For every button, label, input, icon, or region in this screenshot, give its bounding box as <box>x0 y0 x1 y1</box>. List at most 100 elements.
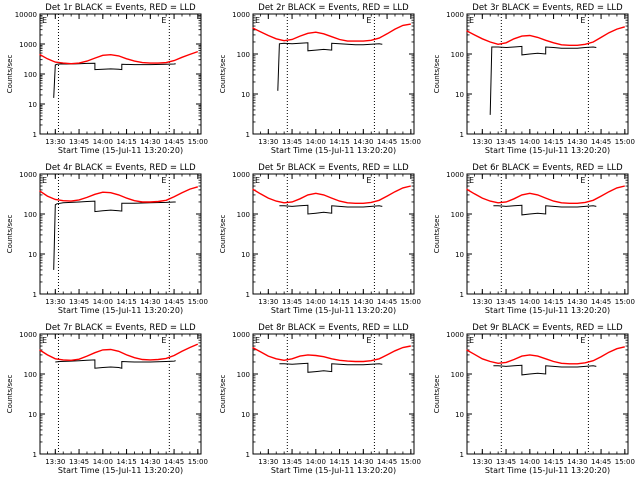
marker-e: E <box>255 16 260 25</box>
detector-panel-2: Det 2r BLACK = Events, RED = LLD 1 10 100 10… <box>219 3 421 155</box>
events-series-line <box>493 364 597 376</box>
marker-e: E <box>469 16 474 25</box>
x-tick-label: 14:45 <box>377 298 397 306</box>
panel-title: Det 9r BLACK = Events, RED = LLD <box>472 323 623 333</box>
y-tick-label: 1 <box>33 451 37 459</box>
detector-panel-4: Det 4r BLACK = Events, RED = LLD 1 10 100 10… <box>6 163 208 315</box>
events-series-line <box>55 359 176 369</box>
y-tick-label: 1000 <box>19 331 37 339</box>
plot-frame <box>39 333 202 455</box>
x-tick-label: 14:30 <box>140 458 160 466</box>
y-tick-label: 10 <box>241 411 250 419</box>
y-tick-label: 1 <box>33 291 37 299</box>
plot-frame <box>252 13 415 135</box>
x-tick-label: 14:15 <box>543 298 563 306</box>
x-tick-label: 14:15 <box>116 458 136 466</box>
x-axis-label: Start Time (15-Jul-11 13:20:20) <box>58 466 183 475</box>
marker-e: E <box>580 336 585 345</box>
x-axis-label: Start Time (15-Jul-11 13:20:20) <box>485 146 610 155</box>
x-tick-label: 14:00 <box>93 298 113 306</box>
y-tick-label: 1 <box>33 131 37 139</box>
plot-frame <box>39 173 202 295</box>
x-axis-label: Start Time (15-Jul-11 13:20:20) <box>58 146 183 155</box>
marker-e: E <box>161 176 166 185</box>
marker-e: E <box>366 16 371 25</box>
y-tick-label: 100 <box>451 371 464 379</box>
x-tick-label: 14:00 <box>306 298 326 306</box>
x-tick-label: 15:00 <box>615 138 635 146</box>
y-tick-label: 10 <box>455 411 464 419</box>
x-tick-label: 14:45 <box>377 458 397 466</box>
marker-e: E <box>580 16 585 25</box>
x-tick-label: 14:00 <box>306 138 326 146</box>
x-axis-label: Start Time (15-Jul-11 13:20:20) <box>58 306 183 315</box>
x-tick-label: 14:15 <box>329 458 349 466</box>
x-tick-label: 13:30 <box>45 298 65 306</box>
y-tick-label: 1000 <box>232 331 250 339</box>
x-tick-label: 14:30 <box>567 458 587 466</box>
y-axis-label: Counts/sec <box>433 55 441 94</box>
y-tick-label: 10 <box>241 91 250 99</box>
x-tick-label: 15:00 <box>401 458 421 466</box>
y-tick-label: 10000 <box>15 11 37 19</box>
y-tick-label: 10 <box>28 251 37 259</box>
x-tick-label: 14:00 <box>520 458 540 466</box>
y-tick-label: 10 <box>455 251 464 259</box>
x-axis-label: Start Time (15-Jul-11 13:20:20) <box>271 306 396 315</box>
detector-panel-1: Det 1r BLACK = Events, RED = LLD 1 10 100 10… <box>6 3 208 155</box>
y-tick-label: 100 <box>237 51 250 59</box>
panel-title: Det 3r BLACK = Events, RED = LLD <box>472 3 623 13</box>
y-tick-label: 1000 <box>19 171 37 179</box>
x-tick-label: 13:45 <box>69 298 89 306</box>
detector-panel-9: Det 9r BLACK = Events, RED = LLD 1 10 100 10… <box>433 323 635 475</box>
marker-e: E <box>366 176 371 185</box>
panel-title: Det 6r BLACK = Events, RED = LLD <box>472 163 623 173</box>
x-tick-label: 14:15 <box>543 458 563 466</box>
x-tick-label: 14:45 <box>164 298 184 306</box>
x-tick-label: 13:45 <box>69 458 89 466</box>
y-tick-label: 1 <box>246 131 250 139</box>
x-tick-label: 13:30 <box>45 458 65 466</box>
x-tick-label: 14:15 <box>329 298 349 306</box>
x-tick-label: 13:30 <box>472 138 492 146</box>
y-tick-label: 10 <box>455 91 464 99</box>
detector-panel-5: Det 5r BLACK = Events, RED = LLD 1 10 100 10… <box>219 163 421 315</box>
y-axis-label: Counts/sec <box>219 55 227 94</box>
detector-panel-7: Det 7r BLACK = Events, RED = LLD 1 10 100 10… <box>6 323 208 475</box>
y-axis-label: Counts/sec <box>433 215 441 254</box>
plot-frame <box>39 13 202 135</box>
x-tick-label: 14:15 <box>543 138 563 146</box>
x-tick-label: 14:30 <box>567 138 587 146</box>
y-tick-label: 1 <box>246 291 250 299</box>
x-tick-label: 14:30 <box>353 298 373 306</box>
x-tick-label: 13:45 <box>496 138 516 146</box>
plot-frame <box>252 173 415 295</box>
x-tick-label: 14:45 <box>164 138 184 146</box>
y-tick-label: 1000 <box>446 331 464 339</box>
events-series-line <box>279 204 383 215</box>
lld-series-line <box>466 26 625 46</box>
marker-e: E <box>42 336 47 345</box>
y-axis-label: Counts/sec <box>6 215 14 254</box>
y-tick-label: 1000 <box>232 11 250 19</box>
lld-series-line <box>39 50 199 65</box>
marker-e: E <box>255 176 260 185</box>
marker-e: E <box>366 336 371 345</box>
y-tick-label: 100 <box>237 371 250 379</box>
events-series-line <box>489 45 597 115</box>
x-tick-label: 13:45 <box>69 138 89 146</box>
x-tick-label: 14:00 <box>93 458 113 466</box>
x-tick-label: 14:00 <box>306 458 326 466</box>
panel-title: Det 4r BLACK = Events, RED = LLD <box>45 163 196 173</box>
x-tick-label: 13:30 <box>472 298 492 306</box>
panel-title: Det 2r BLACK = Events, RED = LLD <box>258 3 409 13</box>
lld-series-line <box>466 185 625 205</box>
x-tick-label: 14:30 <box>567 298 587 306</box>
marker-e: E <box>469 336 474 345</box>
y-tick-label: 1 <box>460 451 464 459</box>
events-series-line <box>53 200 176 270</box>
marker-e: E <box>255 336 260 345</box>
lld-series-line <box>252 185 411 205</box>
x-tick-label: 14:00 <box>520 298 540 306</box>
